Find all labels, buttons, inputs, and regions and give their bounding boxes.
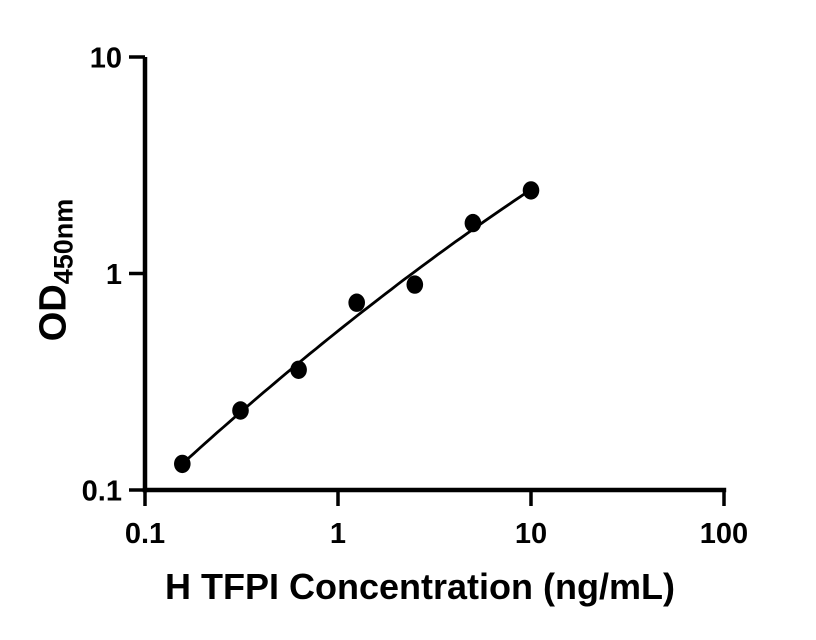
data-point-marker bbox=[348, 293, 366, 312]
data-point-marker bbox=[522, 181, 540, 200]
x-tick-label: 0.1 bbox=[125, 518, 165, 550]
x-axis-title: H TFPI Concentration (ng/mL) bbox=[165, 566, 675, 607]
data-point-marker bbox=[406, 275, 424, 294]
x-tick-label: 10 bbox=[515, 518, 547, 550]
x-tick-label: 1 bbox=[330, 518, 346, 550]
y-tick-label: 10 bbox=[90, 43, 122, 75]
y-axis-title: OD450nm bbox=[32, 198, 79, 342]
y-tick-label: 0.1 bbox=[82, 476, 122, 508]
fit-curve-line bbox=[180, 188, 533, 466]
y-axis-title-subscript: 450nm bbox=[48, 198, 79, 285]
y-tick-label: 1 bbox=[106, 259, 122, 291]
data-point-marker bbox=[464, 213, 482, 233]
data-point-marker bbox=[232, 401, 249, 420]
data-point-marker bbox=[174, 454, 191, 474]
x-tick-label: 100 bbox=[700, 518, 748, 550]
data-point-marker bbox=[290, 360, 307, 379]
y-axis-title-main: OD bbox=[32, 284, 75, 342]
